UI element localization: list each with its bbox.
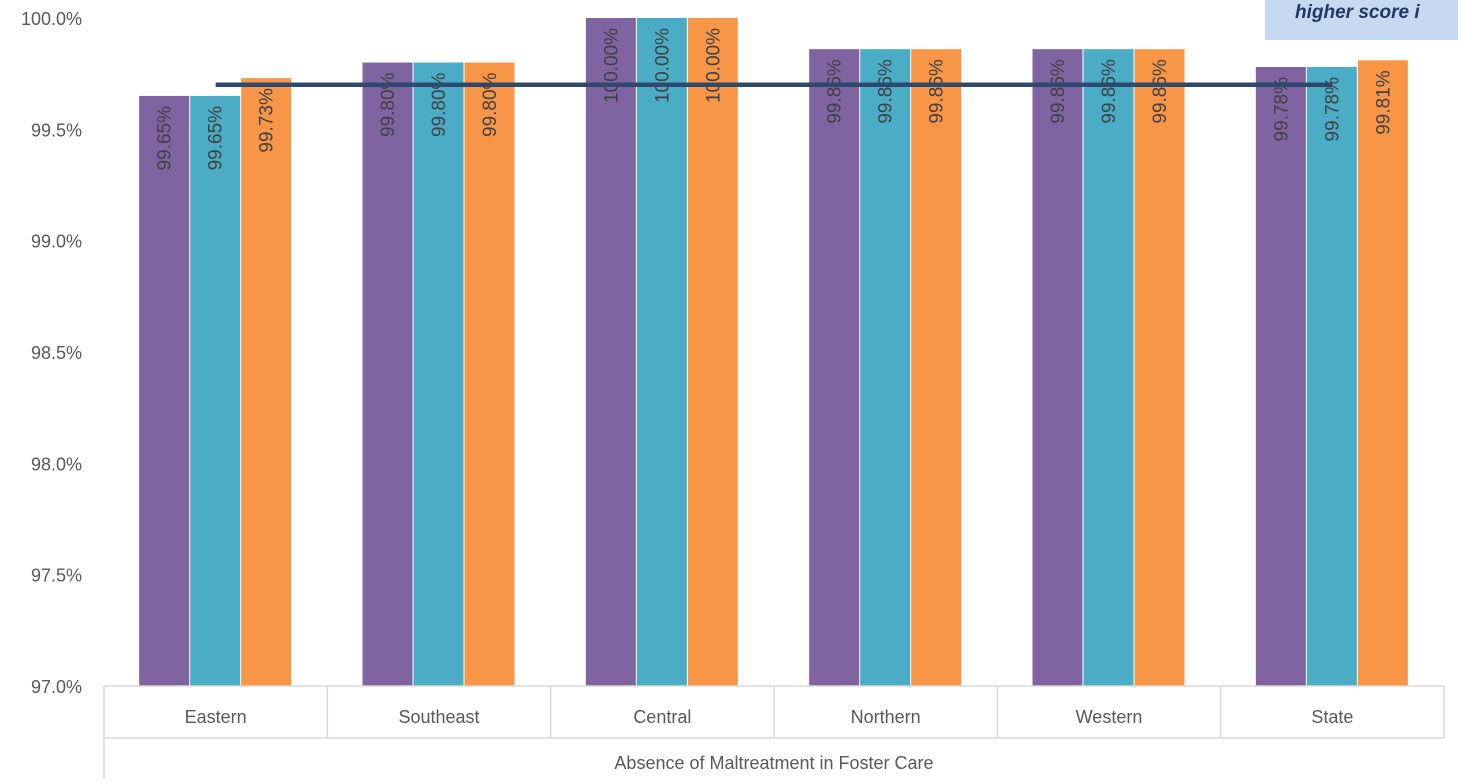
data-label: 99.86% (1048, 59, 1069, 124)
y-tick-label: 99.0% (31, 232, 82, 252)
bar (1083, 49, 1134, 686)
bar (911, 49, 962, 686)
y-tick-label: 97.5% (31, 566, 82, 586)
data-label: 99.86% (1150, 59, 1171, 124)
data-label: 99.81% (1373, 70, 1394, 135)
bar (362, 62, 413, 687)
bar (1306, 66, 1357, 686)
y-tick-label: 98.5% (31, 343, 82, 363)
x-category-label: Eastern (185, 707, 247, 727)
data-label: 100.00% (652, 28, 673, 103)
x-axis-title: Absence of Maltreatment in Foster Care (614, 753, 933, 773)
bar (1032, 49, 1083, 686)
y-tick-label: 100.0% (21, 9, 82, 29)
data-label: 99.86% (927, 59, 948, 124)
data-label: 99.80% (480, 72, 501, 137)
x-category-label: Southeast (398, 707, 479, 727)
data-label: 99.86% (876, 59, 897, 124)
data-label: 99.65% (155, 106, 176, 171)
bar (1255, 66, 1306, 686)
data-label: 99.78% (1322, 77, 1343, 142)
bar (241, 78, 292, 687)
bar (585, 18, 636, 686)
bar (413, 62, 464, 687)
bar (464, 62, 515, 687)
y-tick-label: 99.5% (31, 120, 82, 140)
bar (636, 18, 687, 686)
data-label: 99.80% (378, 72, 399, 137)
data-label: 99.86% (1099, 59, 1120, 124)
x-category-label: Central (633, 707, 691, 727)
x-category-label: Western (1076, 707, 1143, 727)
callout-text: higher score i (1295, 2, 1420, 23)
bar (860, 49, 911, 686)
callout-box: higher score i (1265, 0, 1458, 40)
x-category-label: Northern (851, 707, 921, 727)
y-tick-label: 98.0% (31, 454, 82, 474)
bar (190, 95, 241, 686)
data-label: 99.73% (257, 88, 278, 153)
data-label: 99.80% (429, 72, 450, 137)
data-label: 99.86% (825, 59, 846, 124)
bar (1134, 49, 1185, 686)
data-label: 100.00% (703, 28, 724, 103)
data-label: 99.78% (1271, 77, 1292, 142)
bar (687, 18, 738, 686)
data-label: 99.65% (206, 106, 227, 171)
data-label: 100.00% (601, 28, 622, 103)
x-category-label: State (1311, 707, 1353, 727)
bar (809, 49, 860, 686)
y-tick-label: 97.0% (31, 677, 82, 697)
bar (139, 95, 190, 686)
bar (1357, 60, 1408, 687)
